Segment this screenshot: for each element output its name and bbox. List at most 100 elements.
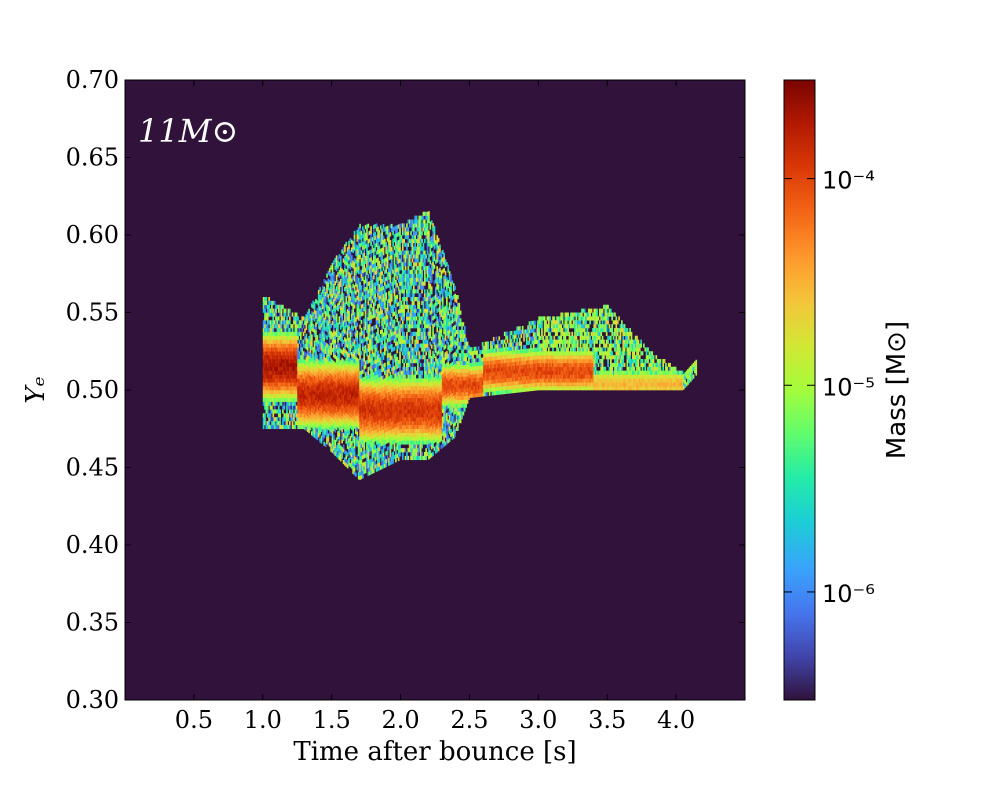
heatmap-cell	[326, 440, 328, 445]
heatmap-cell	[360, 331, 363, 336]
heatmap-cell	[264, 386, 266, 391]
heatmap-cell	[407, 281, 410, 286]
heatmap-cell	[401, 242, 404, 247]
heatmap-cell	[277, 339, 280, 344]
heatmap-cell	[426, 440, 429, 445]
heatmap-cell	[288, 339, 291, 344]
heatmap-cell	[364, 414, 367, 420]
heatmap-cell	[326, 424, 328, 429]
heatmap-cell	[297, 374, 299, 379]
heatmap-cell	[382, 444, 385, 450]
heatmap-cell	[384, 362, 386, 368]
heatmap-cell	[368, 393, 371, 398]
heatmap-cell	[334, 412, 337, 418]
heatmap-cell	[275, 393, 277, 399]
heatmap-cell	[352, 361, 355, 366]
heatmap-cell	[418, 328, 421, 333]
heatmap-cell	[371, 306, 374, 312]
heatmap-cell	[361, 276, 364, 281]
heatmap-cell	[360, 320, 363, 325]
heatmap-cell	[350, 344, 353, 349]
heatmap-cell	[334, 257, 337, 263]
heatmap-cell	[356, 396, 359, 401]
heatmap-cell	[422, 390, 425, 395]
heatmap-cell	[406, 339, 408, 344]
heatmap-cell	[423, 231, 426, 236]
heatmap-cell	[308, 417, 310, 422]
heatmap-cell	[311, 326, 313, 331]
heatmap-cell	[399, 274, 401, 279]
heatmap-cell	[299, 324, 302, 329]
heatmap-cell	[410, 370, 412, 375]
heatmap-cell	[379, 388, 382, 393]
heatmap-cell	[266, 393, 269, 399]
heatmap-cell	[417, 448, 419, 453]
heatmap-cell	[277, 386, 280, 391]
heatmap-cell	[342, 320, 345, 325]
heatmap-cell	[319, 341, 321, 346]
heatmap-cell	[279, 324, 281, 329]
heatmap-cell	[366, 414, 368, 419]
heatmap-cell	[403, 297, 405, 302]
heatmap-cell	[414, 393, 417, 399]
heatmap-cell	[425, 312, 428, 317]
heatmap-cell	[425, 351, 428, 356]
heatmap-cell	[364, 430, 367, 435]
heatmap-cell	[352, 423, 355, 428]
heatmap-cell	[330, 300, 332, 305]
heatmap-cell	[374, 433, 377, 438]
heatmap-cell	[379, 264, 382, 269]
heatmap-cell	[363, 303, 366, 308]
heatmap-cell	[407, 254, 410, 259]
heatmap-cell	[425, 277, 428, 282]
heatmap-cell	[316, 300, 319, 305]
heatmap-cell	[306, 396, 309, 401]
heatmap-cell	[315, 376, 317, 381]
heatmap-cell	[408, 444, 411, 449]
heatmap-cell	[327, 441, 330, 446]
heatmap-cell	[317, 402, 320, 407]
heatmap-cell	[396, 418, 399, 423]
heatmap-cell	[342, 270, 345, 275]
heatmap-cell	[315, 384, 317, 389]
heatmap-cell	[363, 237, 366, 242]
heatmap-cell	[348, 380, 350, 385]
heatmap-cell	[361, 451, 364, 456]
heatmap-cell	[407, 390, 410, 395]
heatmap-cell	[414, 382, 417, 387]
heatmap-cell	[370, 400, 372, 405]
heatmap-cell	[323, 286, 326, 291]
heatmap-cell	[262, 366, 265, 371]
heatmap-cell	[363, 357, 366, 362]
heatmap-cell	[262, 374, 265, 379]
heatmap-cell	[363, 264, 366, 269]
heatmap-cell	[377, 362, 379, 367]
heatmap-cell	[385, 292, 388, 297]
heatmap-cell	[331, 320, 334, 326]
heatmap-cell	[397, 371, 400, 376]
heatmap-cell	[371, 237, 374, 242]
heatmap-cell	[357, 246, 360, 251]
heatmap-cell	[341, 268, 343, 273]
heatmap-cell	[422, 355, 425, 360]
heatmap-cell	[312, 312, 315, 317]
heatmap-cell	[410, 448, 412, 453]
heatmap-cell	[269, 328, 272, 333]
heatmap-cell	[335, 298, 338, 303]
heatmap-cell	[400, 262, 403, 267]
heatmap-cell	[287, 366, 290, 371]
heatmap-cell	[361, 381, 364, 386]
heatmap-cell	[417, 219, 419, 224]
heatmap-cell	[266, 397, 269, 402]
heatmap-cell	[397, 325, 400, 330]
heatmap-cell	[353, 370, 356, 375]
heatmap-cell	[360, 459, 363, 464]
heatmap-cell	[370, 388, 372, 394]
heatmap-cell	[320, 423, 323, 429]
heatmap-cell	[344, 302, 346, 307]
heatmap-cell	[360, 242, 363, 247]
heatmap-cell	[371, 396, 374, 401]
heatmap-cell	[313, 328, 316, 334]
heatmap-cell	[371, 442, 374, 447]
heatmap-cell	[357, 397, 360, 403]
